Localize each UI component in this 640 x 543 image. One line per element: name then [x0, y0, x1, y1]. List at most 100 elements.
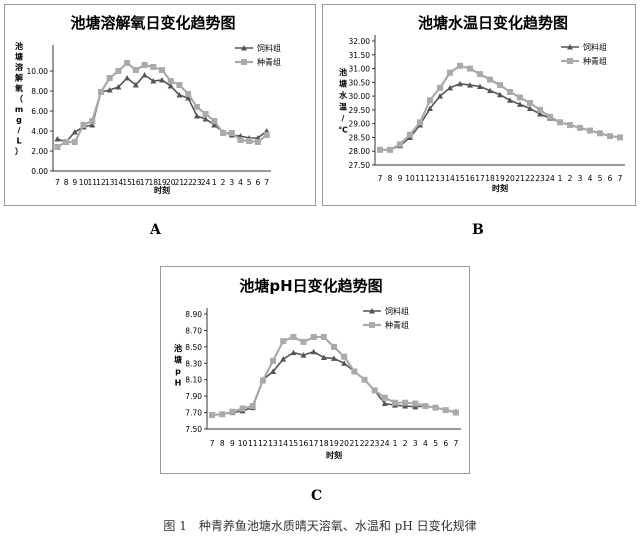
x-tick-label: 2 — [403, 439, 408, 448]
y-tick-label: 29.00 — [349, 120, 371, 129]
data-point-square — [397, 141, 403, 148]
data-point-square — [527, 100, 533, 106]
data-point-triangle — [167, 83, 174, 89]
y-tick-label: 31.00 — [349, 65, 371, 74]
x-tick-label: 18 — [485, 174, 495, 183]
data-point-square — [300, 338, 307, 345]
x-tick-label: 14 — [278, 439, 288, 448]
x-tick-label: 5 — [598, 174, 603, 183]
x-tick-label: 11 — [87, 178, 97, 187]
data-point-square — [422, 403, 429, 409]
y-tick-label: 27.50 — [349, 161, 371, 170]
x-tick-label: 13 — [268, 439, 278, 448]
chart-panel-dissolved-oxygen: 池塘溶解氧日变化趋势图 0.00 2.00 4.00 6.00 8.00 10.00 7 8 9 1… — [4, 4, 316, 206]
x-tick-label: 12 — [258, 439, 268, 448]
figure-caption: 图 1 种青养鱼池塘水质晴天溶氧、水温和 pH 日变化规律 — [163, 519, 477, 533]
x-tick-label: 18 — [149, 178, 159, 187]
data-point-square — [220, 130, 227, 136]
data-point-square — [447, 69, 453, 76]
x-axis-label: 时刻 — [326, 450, 342, 460]
data-point-triangle — [54, 136, 61, 142]
data-point-square — [537, 106, 543, 113]
y-tick-label: 7.70 — [185, 409, 202, 418]
legend-marker-square — [567, 58, 573, 64]
y-tick-label: 4.00 — [31, 127, 48, 136]
x-tick-label: 18 — [319, 439, 329, 448]
panel-label-c: C — [311, 488, 323, 504]
data-point-square — [249, 403, 256, 409]
chart-water-temperature: 池塘水温日变化趋势图 27.50 28.00 28.50 29.00 29.50 30.00… — [338, 14, 625, 193]
data-point-triangle — [412, 403, 419, 410]
data-point-square — [427, 97, 433, 104]
x-tick-label: 17 — [140, 178, 150, 187]
data-point-square — [547, 113, 553, 120]
y-tick-label: 7.50 — [185, 425, 202, 434]
data-point-triangle — [437, 93, 443, 99]
data-point-square — [587, 127, 593, 134]
x-tick-label: 1 — [393, 439, 398, 448]
x-tick-label: 20 — [339, 439, 349, 448]
x-tick-label: 20 — [505, 174, 515, 183]
data-point-square — [497, 82, 503, 89]
data-point-square — [259, 377, 266, 384]
data-point-triangle — [124, 75, 131, 81]
x-tick-label: 22 — [360, 439, 370, 448]
chart-panel-ph: 池塘pH日变化趋势图 7.50 7.70 7.90 8.10 8.30 8.50 8.70 8.… — [160, 266, 470, 474]
x-tick-label: 12 — [96, 178, 106, 187]
data-point-square — [124, 60, 131, 66]
y-tick-label: 30.00 — [349, 92, 371, 101]
data-point-square — [219, 411, 226, 418]
x-axis-label: 时刻 — [154, 185, 170, 195]
y-axis-label: 池塘溶解氧（ m g / L） — [14, 41, 23, 156]
data-point-triangle — [320, 354, 327, 361]
data-point-square — [402, 399, 409, 406]
x-tick-label: 15 — [289, 439, 299, 448]
x-tick-label: 9 — [398, 174, 403, 183]
legend-label: 种青组 — [257, 57, 281, 67]
x-tick-label: 22 — [183, 178, 193, 187]
data-point-square — [442, 407, 449, 414]
data-point-square — [209, 412, 216, 419]
y-tick-label: 28.00 — [349, 147, 371, 156]
data-point-triangle — [176, 92, 183, 98]
x-tick-label: 7 — [618, 174, 623, 183]
data-point-square — [106, 75, 113, 81]
data-point-square — [577, 124, 583, 131]
y-tick-label: 29.50 — [349, 106, 371, 115]
data-point-triangle — [497, 91, 503, 98]
data-point-square — [517, 94, 523, 101]
data-point-square — [89, 118, 96, 124]
y-tick-label: 8.00 — [31, 87, 48, 96]
data-point-square — [467, 65, 473, 72]
chart-title: 池塘溶解氧日变化趋势图 — [70, 14, 235, 32]
legend-label: 种青组 — [385, 320, 409, 330]
x-tick-label: 11 — [415, 174, 425, 183]
data-point-triangle — [487, 87, 493, 94]
x-tick-label: 19 — [495, 174, 505, 183]
data-point-triangle — [159, 77, 165, 83]
x-tick-label: 8 — [220, 439, 225, 448]
x-tick-label: 7 — [454, 439, 459, 448]
data-point-square — [361, 376, 368, 383]
x-tick-label: 7 — [378, 174, 383, 183]
x-tick-label: 2 — [221, 178, 226, 187]
panel-label-b: B — [472, 222, 484, 238]
data-point-triangle — [477, 83, 483, 89]
data-point-triangle — [280, 356, 287, 362]
data-point-square — [185, 91, 192, 97]
data-point-square — [290, 334, 297, 340]
data-point-square — [607, 133, 613, 140]
data-point-square — [597, 130, 603, 137]
data-point-square — [387, 146, 393, 153]
data-point-square — [331, 343, 337, 350]
y-tick-label: 8.90 — [185, 310, 202, 319]
chart-title: 池塘pH日变化趋势图 — [239, 277, 382, 295]
data-point-square — [452, 409, 459, 416]
panel-label-a: A — [150, 222, 161, 238]
x-tick-label: 3 — [413, 439, 418, 448]
x-tick-label: 13 — [435, 174, 445, 183]
y-tick-label: 8.10 — [185, 376, 202, 385]
data-point-triangle — [150, 78, 157, 84]
y-tick-label: 28.50 — [349, 133, 371, 142]
